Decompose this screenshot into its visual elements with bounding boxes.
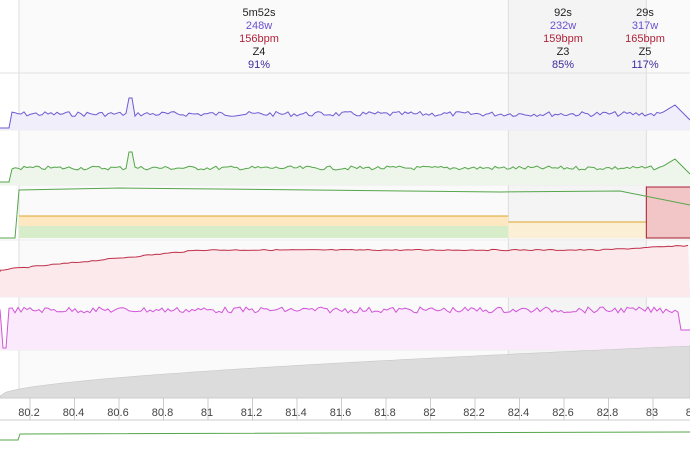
interval-1-hr: 156bpm (239, 33, 279, 45)
interval-2-percent: 85% (552, 59, 574, 71)
zone-bar-interval-1-base (19, 226, 509, 238)
power-line (0, 97, 690, 129)
heart-rate-line (0, 244, 689, 272)
x-tick-label: 82.4 (508, 407, 529, 419)
x-tick-label: 83 (646, 407, 658, 419)
x-tick-label: 83.2 (686, 407, 690, 419)
zone-bar-interval-2 (508, 222, 647, 238)
interval-3-percent: 117% (631, 59, 659, 71)
chart-series (0, 97, 690, 441)
interval-2-power: 232w (550, 20, 576, 32)
cadence-line (0, 306, 690, 349)
secondary-line (0, 151, 690, 183)
heart-rate-area (0, 245, 690, 297)
interval-1-power: 248w (246, 20, 272, 32)
interval-2-duration: 92s (554, 7, 572, 19)
x-tick-label: 80.6 (107, 407, 128, 419)
x-tick-label: 80.2 (18, 407, 39, 419)
interval-3-power: 317w (632, 20, 658, 32)
x-tick-label: 82 (423, 407, 435, 419)
x-tick-label: 82.2 (463, 407, 484, 419)
power-area (0, 98, 690, 130)
x-tick-label: 81.8 (374, 407, 395, 419)
x-tick-label: 80.8 (152, 407, 173, 419)
x-tick-label: 80.4 (63, 407, 84, 419)
interval-3-zone: Z5 (639, 46, 652, 58)
x-axis: 8080.280.480.680.88181.281.481.681.88282… (0, 397, 690, 421)
interval-3-duration: 29s (636, 7, 654, 19)
cadence-area (0, 307, 690, 350)
x-tick-label: 81.4 (285, 407, 306, 419)
x-tick-label: 81.2 (241, 407, 262, 419)
x-tick-label: 81.6 (330, 407, 351, 419)
interval-1-percent: 91% (248, 59, 270, 71)
zone-bar-interval-3 (646, 187, 690, 238)
interval-1-zone: Z4 (253, 46, 266, 58)
x-tick-label: 82.6 (552, 407, 573, 419)
elevation-area (0, 345, 690, 399)
interval-1-duration: 5m52s (242, 7, 276, 19)
zone-outline-interval-3 (645, 186, 690, 239)
overview-line (0, 431, 690, 441)
interval-2-zone: Z3 (557, 46, 570, 58)
interval-2-hr: 159bpm (543, 33, 583, 45)
x-tick-label: 82.8 (597, 407, 618, 419)
interval-3-hr: 165bpm (625, 33, 665, 45)
x-tick-label: 81 (201, 407, 213, 419)
zone-trend-line (0, 187, 690, 239)
